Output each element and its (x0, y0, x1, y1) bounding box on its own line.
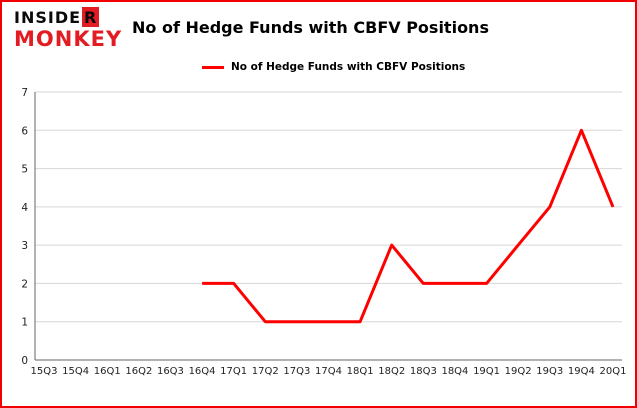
y-tick-label: 6 (21, 125, 28, 137)
legend-line-swatch (202, 65, 224, 69)
x-tick-label: 17Q2 (252, 366, 279, 377)
x-tick-label: 16Q2 (125, 366, 152, 377)
x-tick-label: 15Q4 (62, 366, 89, 377)
chart-title: No of Hedge Funds with CBFV Positions (132, 18, 489, 37)
x-tick-label: 16Q4 (189, 366, 216, 377)
logo-insider-text: INSIDE R (14, 7, 100, 27)
logo-red-splat: R (82, 7, 100, 27)
y-tick-label: 7 (21, 87, 28, 99)
chart-legend: No of Hedge Funds with CBFV Positions (202, 59, 465, 75)
x-tick-label: 18Q1 (347, 366, 374, 377)
y-tick-label: 1 (21, 317, 28, 329)
x-tick-label: 19Q4 (568, 366, 595, 377)
logo-monkey-text: MONKEY (14, 27, 123, 51)
legend-label: No of Hedge Funds with CBFV Positions (231, 61, 466, 73)
y-tick-label: 2 (21, 278, 28, 290)
y-tick-label: 3 (21, 240, 28, 252)
insider-monkey-logo: INSIDE R MONKEY (14, 7, 132, 51)
x-tick-label: 18Q4 (441, 366, 468, 377)
y-tick-label: 4 (21, 202, 28, 214)
x-tick-label: 17Q4 (315, 366, 342, 377)
x-tick-label: 20Q1 (600, 366, 627, 377)
x-tick-label: 18Q2 (378, 366, 405, 377)
x-tick-label: 18Q3 (410, 366, 437, 377)
x-tick-label: 19Q2 (505, 366, 532, 377)
y-tick-label: 0 (21, 355, 28, 367)
x-tick-label: 16Q3 (157, 366, 184, 377)
series-line (202, 128, 615, 324)
x-tick-label: 16Q1 (94, 366, 121, 377)
y-tick-label: 5 (21, 164, 28, 176)
x-tick-label: 15Q3 (31, 366, 58, 377)
x-tick-label: 17Q3 (283, 366, 310, 377)
x-tick-label: 19Q3 (536, 366, 563, 377)
x-tick-label: 19Q1 (473, 366, 500, 377)
x-tick-label: 17Q1 (220, 366, 247, 377)
